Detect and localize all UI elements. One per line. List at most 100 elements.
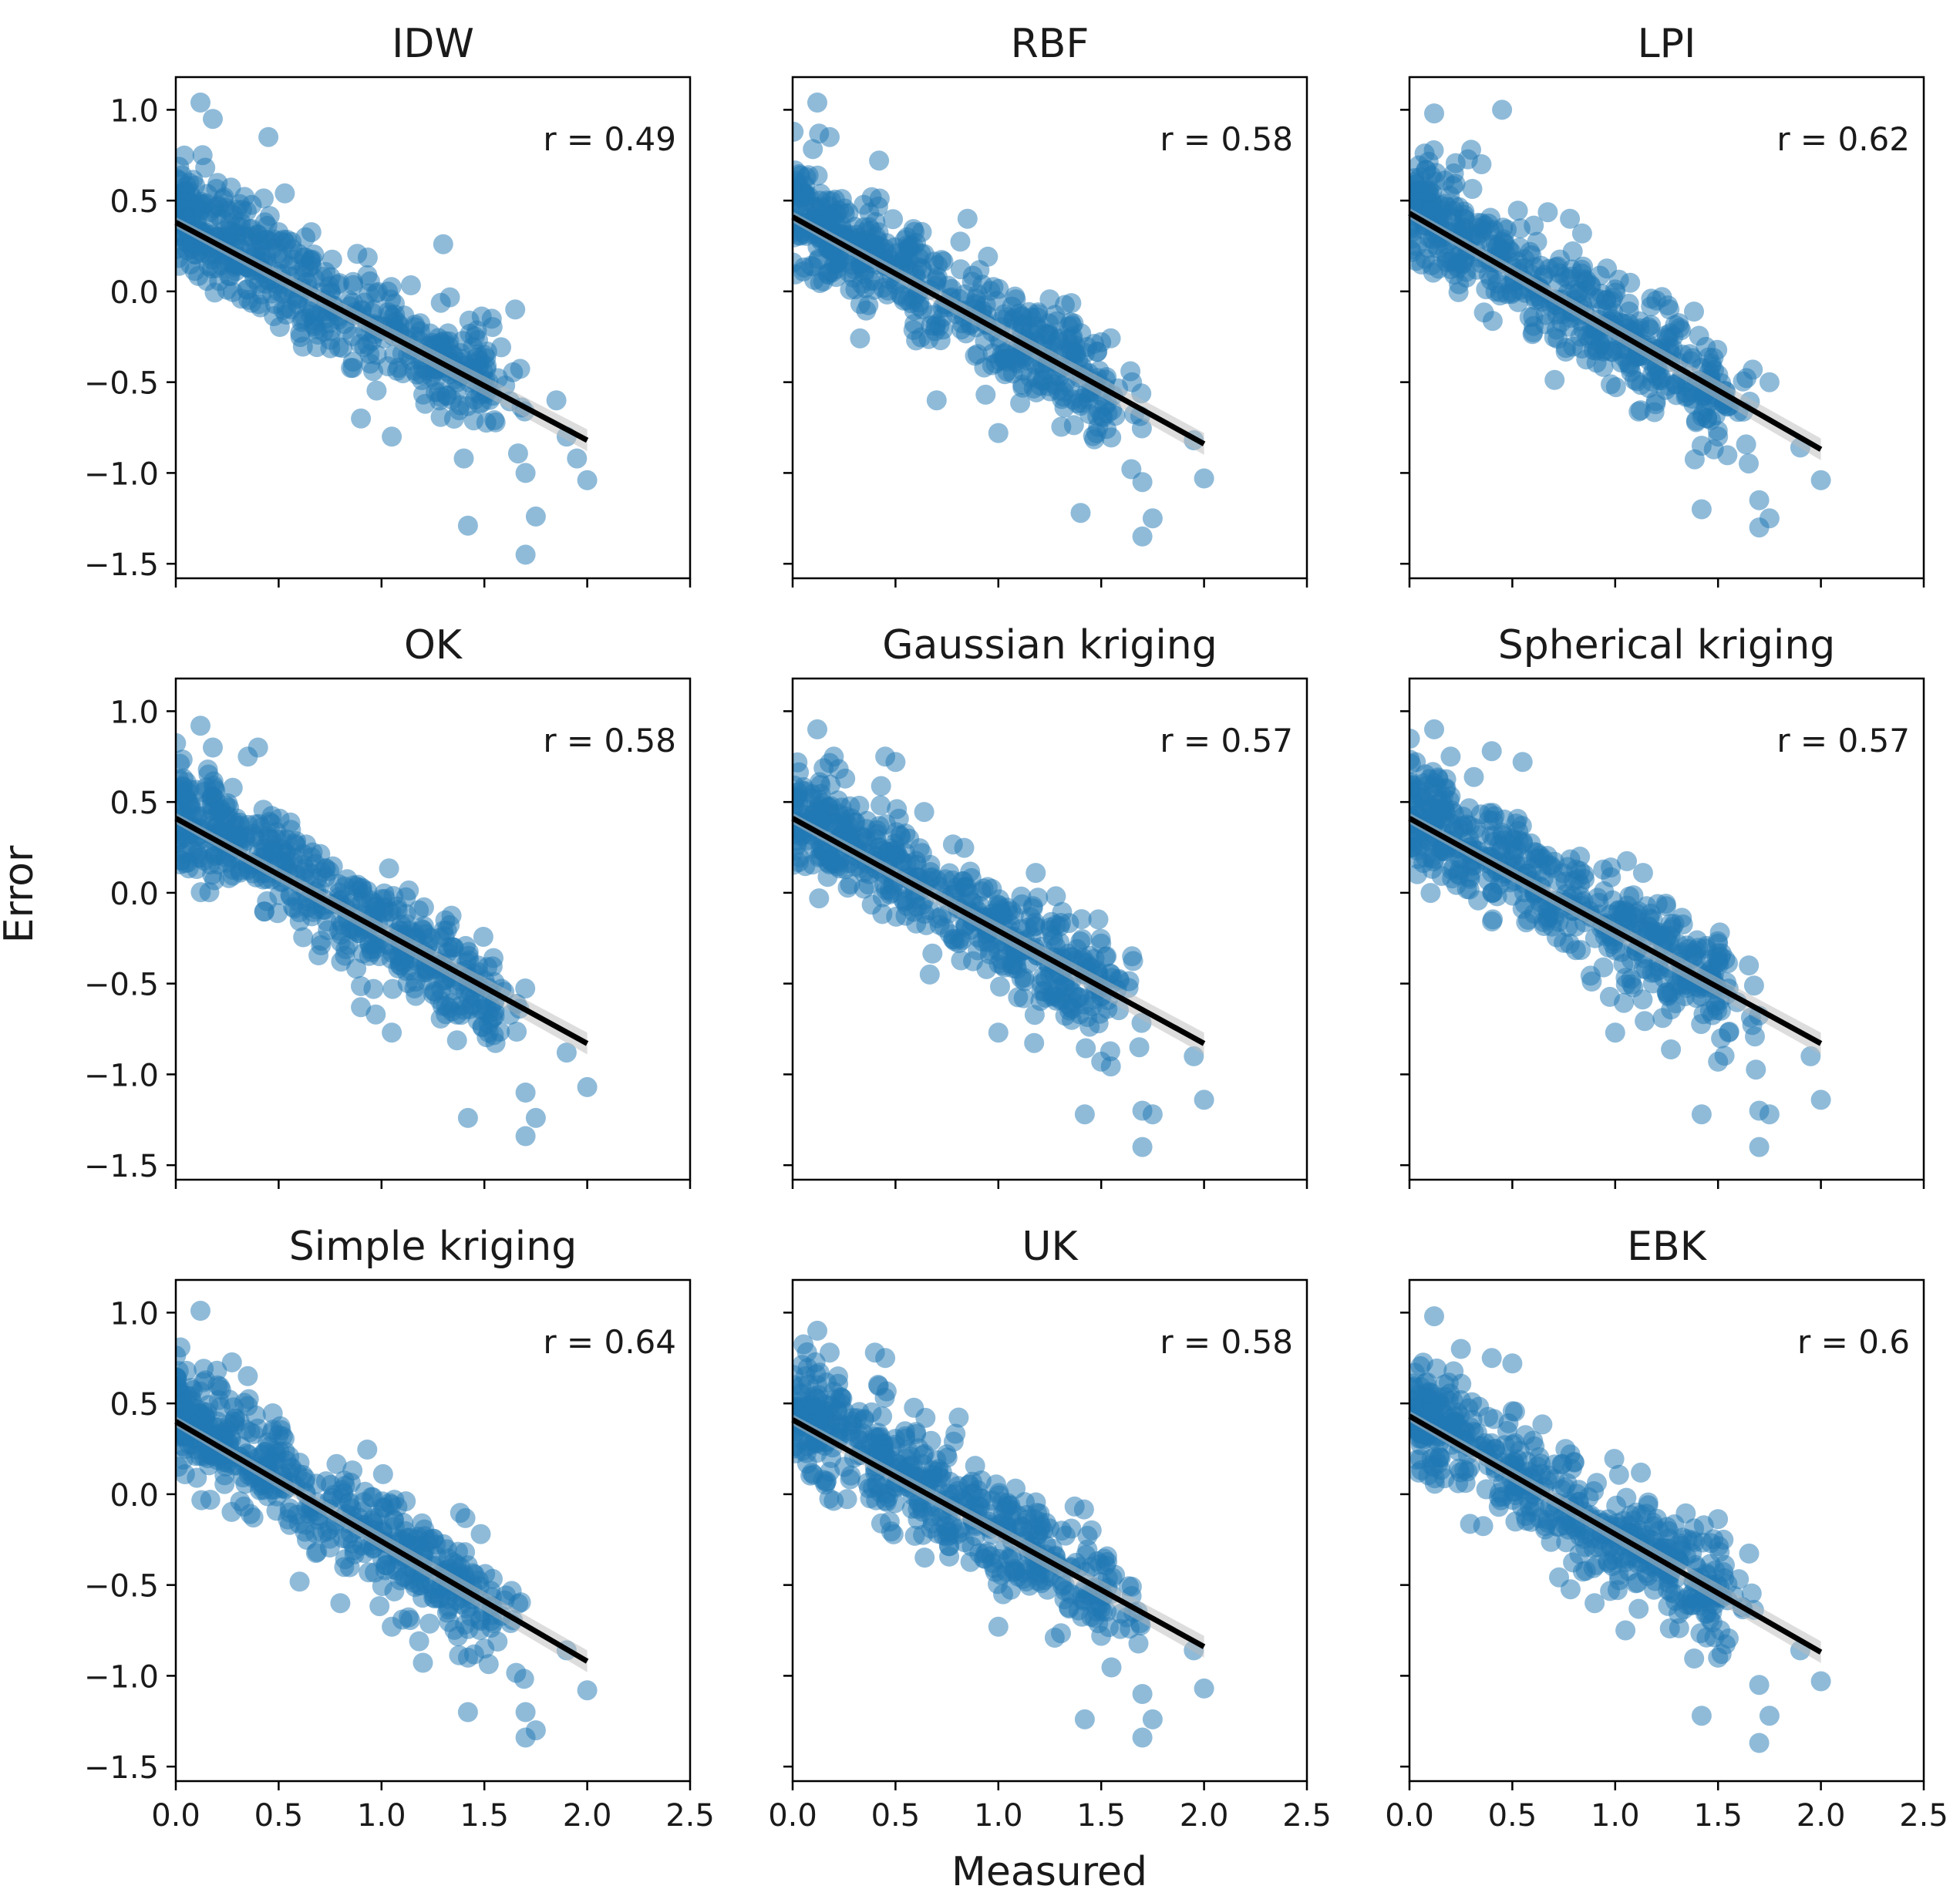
data-point xyxy=(202,800,223,821)
data-point xyxy=(259,811,280,832)
data-point xyxy=(1060,335,1081,355)
data-point xyxy=(868,1376,889,1396)
data-point xyxy=(237,1366,258,1386)
data-point xyxy=(1434,1374,1455,1395)
data-point xyxy=(240,1504,261,1524)
data-point xyxy=(1659,1618,1680,1638)
data-point xyxy=(802,1463,822,1483)
data-point xyxy=(1430,1447,1450,1468)
panel-title: OK xyxy=(404,622,463,668)
data-point xyxy=(366,380,387,401)
data-point xyxy=(1613,1510,1634,1531)
data-point xyxy=(221,177,241,198)
data-point xyxy=(1031,981,1052,1002)
data-point xyxy=(1487,273,1508,294)
data-point xyxy=(877,1491,897,1512)
data-point xyxy=(400,275,421,295)
data-point xyxy=(1481,741,1502,762)
data-point xyxy=(219,797,240,818)
data-point xyxy=(430,406,451,427)
data-point xyxy=(1741,1583,1762,1604)
data-point xyxy=(827,258,847,279)
data-point xyxy=(434,926,455,947)
data-point xyxy=(1504,1401,1525,1422)
data-point xyxy=(183,203,204,224)
data-point xyxy=(817,867,838,887)
data-point xyxy=(1655,894,1676,914)
data-point xyxy=(441,389,462,410)
data-point xyxy=(1531,860,1552,881)
data-point xyxy=(1061,293,1082,314)
data-point xyxy=(222,777,243,798)
data-point xyxy=(980,281,1001,301)
data-point xyxy=(1468,890,1489,911)
data-point xyxy=(1580,329,1601,350)
data-point xyxy=(1691,1706,1712,1726)
data-point xyxy=(915,1407,936,1428)
data-point xyxy=(884,840,904,860)
data-point xyxy=(507,443,528,464)
data-point xyxy=(1025,915,1046,936)
data-point xyxy=(305,1543,326,1564)
data-point xyxy=(1110,1618,1130,1639)
data-point xyxy=(914,1443,935,1464)
data-point xyxy=(894,230,915,251)
scatter-points xyxy=(1409,99,1831,538)
data-point xyxy=(404,978,425,999)
data-point xyxy=(1532,1414,1553,1435)
data-point xyxy=(985,1561,1005,1582)
data-point xyxy=(357,1440,378,1460)
data-point xyxy=(357,264,378,285)
data-point xyxy=(1599,986,1620,1007)
data-point xyxy=(1555,338,1576,359)
data-point xyxy=(351,408,372,429)
data-point xyxy=(1739,955,1760,976)
data-point xyxy=(1450,1339,1471,1359)
correlation-annotation: r = 0.58 xyxy=(1160,1323,1293,1361)
data-point xyxy=(1194,1678,1214,1699)
data-point xyxy=(319,276,340,297)
data-point xyxy=(1661,1582,1682,1603)
data-point xyxy=(266,1500,287,1521)
data-point xyxy=(1632,863,1653,884)
data-point xyxy=(326,1453,347,1474)
data-point xyxy=(1692,403,1713,424)
data-point xyxy=(1010,392,1031,413)
data-point xyxy=(400,1610,420,1631)
data-point xyxy=(438,1599,459,1620)
data-point xyxy=(359,344,380,365)
data-point xyxy=(954,837,975,858)
data-point xyxy=(1523,1430,1544,1451)
data-point xyxy=(369,1596,390,1617)
data-point xyxy=(957,208,978,229)
data-point xyxy=(1101,427,1122,448)
data-point xyxy=(1585,1593,1605,1614)
data-point xyxy=(484,1006,505,1026)
data-point xyxy=(1511,1497,1532,1517)
y-tick-label: −0.5 xyxy=(84,366,159,402)
data-point xyxy=(1677,1529,1698,1550)
data-point xyxy=(176,248,189,268)
data-point xyxy=(176,732,187,753)
data-point xyxy=(191,1490,212,1510)
data-point xyxy=(1071,909,1092,930)
data-point xyxy=(793,852,809,873)
data-point xyxy=(248,274,269,295)
data-point xyxy=(1072,1606,1093,1627)
data-point xyxy=(803,139,823,160)
data-point xyxy=(414,962,435,983)
data-point xyxy=(1119,1576,1139,1597)
data-point xyxy=(883,1524,904,1544)
data-point xyxy=(1563,1552,1584,1573)
data-point xyxy=(1102,1568,1123,1588)
data-point xyxy=(1469,825,1490,846)
data-point xyxy=(225,816,246,837)
data-point xyxy=(1571,940,1591,961)
data-point xyxy=(933,319,953,340)
data-point xyxy=(988,1616,1009,1637)
data-point xyxy=(1749,1137,1770,1157)
data-point xyxy=(1022,896,1043,917)
data-point xyxy=(363,978,384,999)
regression-line xyxy=(174,1419,589,1664)
